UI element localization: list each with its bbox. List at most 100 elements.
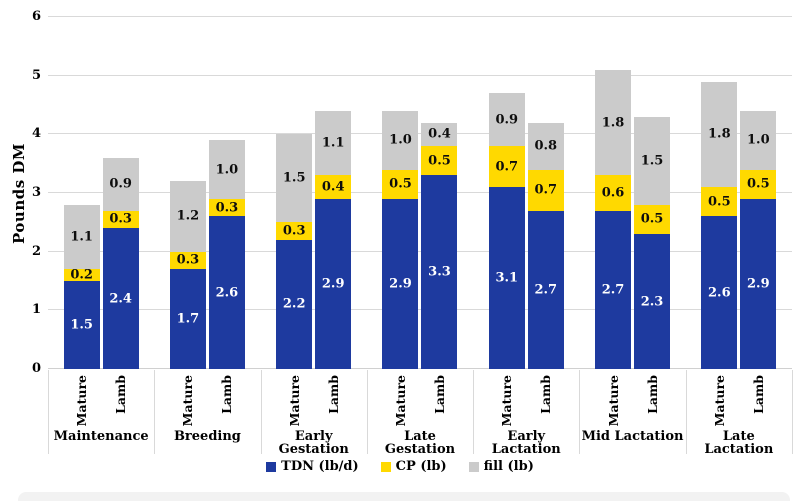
bar-segment-cp: 0.6: [595, 175, 632, 211]
legend-item-cp: CP (lb): [380, 459, 447, 474]
bar-item-label-group: Mature Lamb: [579, 375, 685, 431]
bar-item-labels-row: Mature Lamb Mature Lamb Mature Lamb Mature Lamb…: [48, 375, 792, 431]
bar-item-label-cell: Lamb: [315, 375, 351, 431]
bar-item-label-cell: Lamb: [740, 375, 776, 431]
bar-value-label: 0.3: [215, 200, 239, 216]
legend-swatch-tdn: [266, 461, 277, 472]
legend-item-tdn: TDN (lb/d): [266, 459, 359, 474]
bar-lamb: 2.9 0.4 1.1: [315, 110, 352, 369]
legend-item-fill: fill (lb): [468, 459, 534, 474]
y-tick-label: 2: [31, 243, 41, 259]
bar-value-label: 0.5: [640, 211, 664, 227]
y-tick-label: 5: [31, 67, 41, 83]
bar-mature: 1.5 0.2 1.1: [63, 204, 100, 369]
bar-segment-cp: 0.2: [63, 269, 100, 282]
category-label-cell: Breeding: [154, 430, 260, 456]
bar-value-label: 0.7: [495, 159, 519, 175]
bar-lamb: 2.6 0.3 1.0: [208, 140, 245, 369]
group-separator: [579, 370, 580, 454]
bar-group: 1.5 0.2 1.1 2.4 0.3 0.9: [48, 17, 154, 369]
bar-segment-tdn: 2.3: [634, 234, 671, 369]
bar-item-label: Lamb: [219, 375, 235, 414]
bar-value-label: 0.8: [534, 138, 558, 154]
category-label: Late Lactation: [704, 429, 774, 457]
y-tick-label: 6: [31, 9, 41, 24]
category-label: Late Gestation: [384, 429, 456, 457]
gridline: [48, 133, 792, 135]
bar-item-label: Mature: [180, 375, 196, 427]
bar-value-label: 0.9: [495, 112, 519, 128]
bar-segment-tdn: 2.9: [382, 198, 419, 369]
plot-area: 1.5 0.2 1.1 2.4 0.3 0.9 1.7 0.3 1.2 2.6 0.3 1.0 2.2 0…: [48, 16, 792, 369]
group-separator: [48, 370, 49, 454]
bar-value-label: 1.5: [640, 153, 664, 169]
category-label-cell: Late Gestation: [367, 430, 473, 456]
bar-item-label-cell: Mature: [276, 375, 312, 431]
group-separator: [367, 370, 368, 454]
legend-swatch-fill: [468, 461, 479, 472]
bar-item-label-cell: Mature: [64, 375, 100, 431]
bar-value-label: 2.9: [389, 276, 412, 292]
legend-label: fill (lb): [483, 459, 534, 474]
bar-item-label: Lamb: [538, 375, 554, 414]
bar-value-label: 1.5: [70, 317, 93, 333]
y-axis-ticks: 0 1 2 3 4 5 6: [0, 9, 41, 376]
horizontal-scrollbar-track: [18, 492, 790, 501]
category-labels-row: Maintenance Breeding Early Gestation Late G…: [48, 430, 792, 456]
bar-value-label: 0.3: [282, 223, 306, 239]
bar-segment-tdn: 2.9: [740, 198, 777, 369]
bar-segment-fill: 1.1: [63, 204, 100, 270]
category-label-cell: Early Lactation: [473, 430, 579, 456]
bar-segment-fill: 0.4: [421, 122, 458, 147]
bar-value-label: 1.8: [708, 126, 731, 142]
bar-value-label: 3.1: [495, 270, 519, 286]
bar-group: 2.7 0.6 1.8 2.3 0.5 1.5: [579, 17, 685, 369]
bar-item-label-cell: Mature: [701, 375, 737, 431]
y-tick-label: 3: [31, 185, 41, 200]
bar-item-label-group: Mature Lamb: [367, 375, 473, 431]
bar-segment-fill: 0.9: [488, 93, 525, 147]
bar-segment-cp: 0.7: [488, 146, 525, 188]
bar-segment-fill: 1.1: [315, 110, 352, 176]
bar-value-label: 3.3: [428, 264, 451, 280]
group-separator: [686, 370, 687, 454]
bar-item-label-cell: Mature: [489, 375, 525, 431]
bar-segment-cp: 0.5: [421, 146, 458, 176]
bar-segment-fill: 1.0: [740, 110, 777, 170]
bar-value-label: 0.5: [389, 176, 412, 192]
category-label: Breeding: [173, 429, 241, 444]
bar-segment-tdn: 2.7: [595, 210, 632, 369]
bar-value-label: 1.5: [282, 170, 306, 186]
bar-item-label: Mature: [392, 375, 408, 427]
bar-segment-tdn: 2.9: [315, 198, 352, 369]
bar-segment-fill: 1.0: [208, 140, 245, 199]
legend-label: CP (lb): [395, 459, 447, 474]
bar-segment-fill: 0.9: [102, 157, 139, 211]
bar-segment-fill: 1.2: [169, 181, 206, 252]
bar-value-label: 2.2: [282, 296, 306, 312]
category-label: Early Gestation: [278, 429, 349, 457]
group-separator: [154, 370, 155, 454]
bar-item-label: Mature: [286, 375, 302, 427]
bar-segment-cp: 0.7: [527, 169, 564, 211]
bar-segment-fill: 0.8: [527, 122, 564, 170]
bar-segment-fill: 1.8: [595, 69, 632, 176]
category-label: Mid Lactation: [581, 429, 684, 444]
bar-segment-cp: 0.5: [701, 187, 738, 217]
bar-segment-tdn: 3.3: [421, 175, 458, 369]
bar-segment-tdn: 2.6: [208, 216, 245, 369]
bar-value-label: 0.9: [109, 176, 132, 192]
bar-item-label-cell: Mature: [595, 375, 631, 431]
bar-lamb: 3.3 0.5 0.4: [421, 122, 458, 369]
bar-item-label-cell: Lamb: [421, 375, 457, 431]
bar-value-label: 0.5: [747, 176, 770, 192]
bar-value-label: 1.1: [70, 229, 93, 245]
category-label-cell: Late Lactation: [686, 430, 792, 456]
bar-value-label: 2.6: [215, 285, 239, 301]
bar-value-label: 2.4: [109, 291, 132, 307]
bar-segment-cp: 0.3: [276, 222, 313, 240]
bar-value-label: 2.7: [601, 282, 625, 298]
bar-item-label-group: Mature Lamb: [48, 375, 154, 431]
bar-value-label: 2.3: [640, 294, 664, 310]
x-axis-label-band: Mature Lamb Mature Lamb Mature Lamb Mature Lamb…: [48, 370, 793, 456]
